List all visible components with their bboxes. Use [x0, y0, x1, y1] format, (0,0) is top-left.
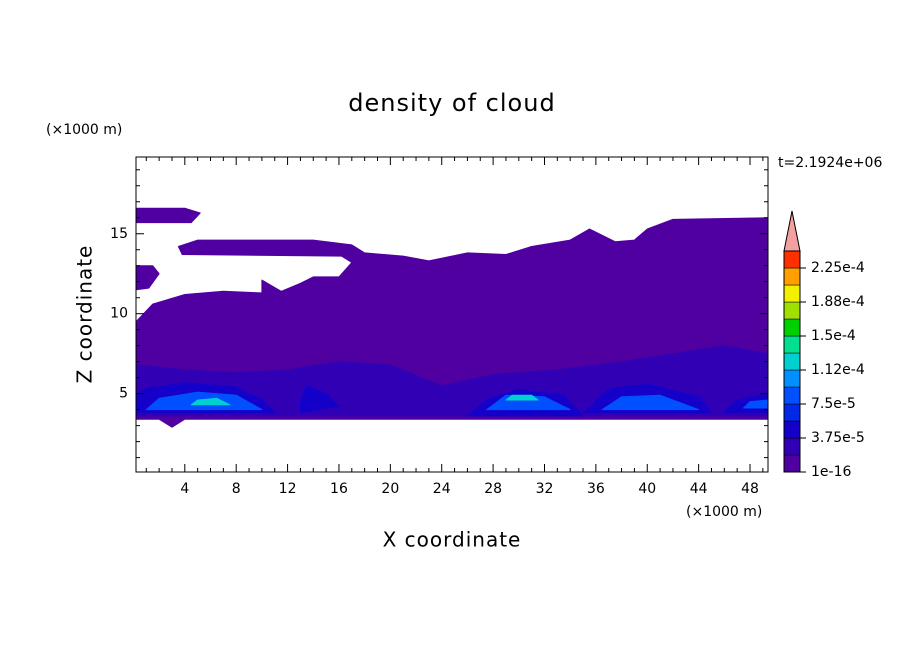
x-unit: (×1000 m): [686, 504, 762, 520]
plot-area: [136, 207, 768, 428]
y-unit: (×1000 m): [46, 122, 122, 138]
y-tick-label: 5: [119, 386, 128, 402]
colorbar-band: [783, 267, 801, 286]
colorbar-frame: [783, 250, 801, 473]
colorbar-band: [783, 369, 801, 388]
contour-region: [136, 265, 160, 291]
colorbar-band: [783, 420, 801, 439]
x-tick-label: 48: [741, 481, 759, 497]
contour-region: [136, 207, 201, 224]
colorbar-tick-label: 1e-16: [811, 464, 851, 480]
x-tick-label: 24: [433, 481, 451, 497]
contour-region: [601, 394, 700, 411]
annotation: t=2.1924e+06: [778, 155, 882, 171]
x-tick-label: 28: [484, 481, 502, 497]
colorbar-extension: [783, 210, 801, 252]
x-axis-label: X coordinate: [383, 528, 522, 552]
x-tick-label: 16: [330, 481, 348, 497]
x-tick-label: 36: [587, 481, 605, 497]
contour-region: [299, 385, 340, 414]
contour-region: [190, 397, 231, 406]
colorbar-band: [783, 403, 801, 422]
chart-title: density of cloud: [348, 89, 555, 117]
colorbar-tick-label: 2.25e-4: [811, 260, 865, 276]
colorbar-tick-label: 3.75e-5: [811, 430, 865, 446]
x-tick-label: 40: [638, 481, 656, 497]
colorbar-band: [783, 318, 801, 337]
colorbar-tick-label: 1.88e-4: [811, 294, 865, 310]
colorbar-band: [783, 352, 801, 371]
colorbar-band: [783, 386, 801, 405]
colorbar: 1e-16 3.75e-5 7.5e-5 1.12e-4 1.5e-4 1.88e-4 2.…: [783, 210, 865, 480]
colorbar-band: [783, 284, 801, 303]
colorbar-band: [783, 335, 801, 354]
plot-frame: [135, 156, 769, 473]
y-tick-label: 10: [110, 306, 128, 322]
x-tick-label: 8: [232, 481, 241, 497]
y-tick-label: 15: [110, 226, 128, 242]
contour-region: [743, 399, 768, 409]
y-axis-label: Z coordinate: [73, 245, 97, 384]
contour-field: [136, 207, 768, 428]
colorbar-band: [783, 454, 801, 473]
colorbar-band: [783, 301, 801, 320]
colorbar-tick-label: 1.5e-4: [811, 328, 856, 344]
x-tick-label: 12: [279, 481, 297, 497]
colorbar-band: [783, 250, 801, 269]
x-tick-label: 32: [536, 481, 554, 497]
x-tick-label: 20: [381, 481, 399, 497]
contour-region: [505, 394, 539, 401]
colorbar-tick-label: 1.12e-4: [811, 362, 865, 378]
x-tick-label: 44: [690, 481, 708, 497]
x-tick-label: 4: [180, 481, 189, 497]
colorbar-band: [783, 437, 801, 456]
colorbar-tick-label: 7.5e-5: [811, 396, 856, 412]
